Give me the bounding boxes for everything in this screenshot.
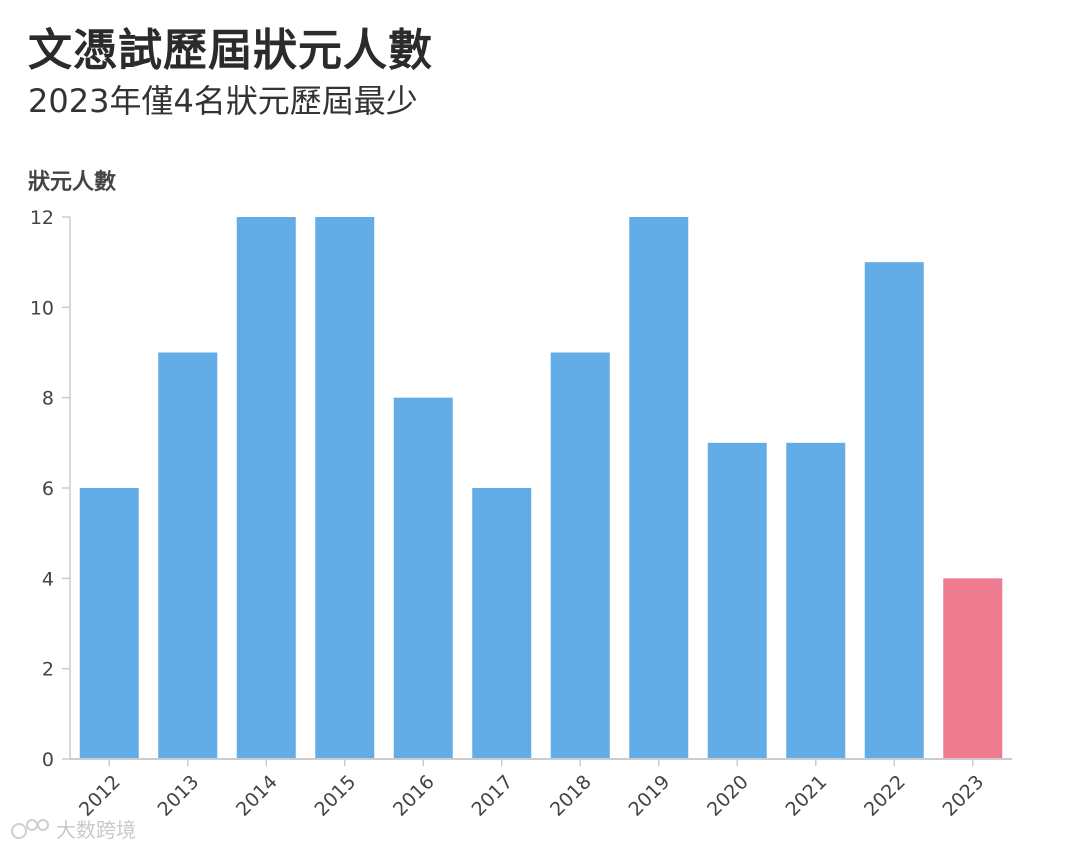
bar-2021: [786, 442, 846, 759]
x-tick-label: 2014: [232, 771, 282, 821]
y-tick-label: 6: [42, 478, 54, 500]
watermark-logo-icon: [11, 818, 49, 839]
x-tick-label: 2022: [860, 771, 910, 821]
bar-2018: [550, 352, 610, 759]
watermark-text: 大数跨境: [56, 818, 136, 842]
bar-2014: [236, 217, 296, 759]
x-tick-label: 2016: [389, 771, 439, 821]
watermark: 大数跨境: [10, 814, 136, 843]
x-tick-label: 2018: [546, 771, 596, 821]
x-tick-label: 2015: [311, 771, 361, 821]
y-tick-label: 0: [42, 749, 54, 771]
bar-2013: [158, 352, 218, 759]
y-tick-label: 8: [42, 388, 54, 410]
bar-2017: [472, 488, 532, 759]
bar-2019: [629, 217, 689, 759]
chart-title: 文憑試歷屆狀元人數: [28, 25, 433, 76]
y-tick-label: 12: [30, 207, 54, 229]
x-tick-label: 2021: [782, 771, 832, 821]
bar-2016: [393, 397, 453, 759]
bar-2023: [943, 578, 1003, 759]
y-tick-label: 2: [42, 659, 54, 681]
x-tick-label: 2020: [703, 771, 753, 821]
bar-2012: [79, 488, 139, 759]
bar-2015: [315, 217, 375, 759]
y-tick-label: 4: [42, 568, 54, 590]
chart-subtitle: 2023年僅4名狀元歷屆最少: [28, 82, 418, 120]
bar-2020: [707, 442, 767, 759]
y-tick-label: 10: [30, 297, 54, 319]
x-tick-label: 2017: [468, 771, 518, 821]
bar-2022: [864, 262, 924, 759]
x-tick-label: 2013: [154, 771, 204, 821]
x-tick-label: 2023: [939, 771, 989, 821]
x-tick-label: 2019: [625, 771, 675, 821]
y-axis-label: 狀元人數: [28, 170, 117, 195]
